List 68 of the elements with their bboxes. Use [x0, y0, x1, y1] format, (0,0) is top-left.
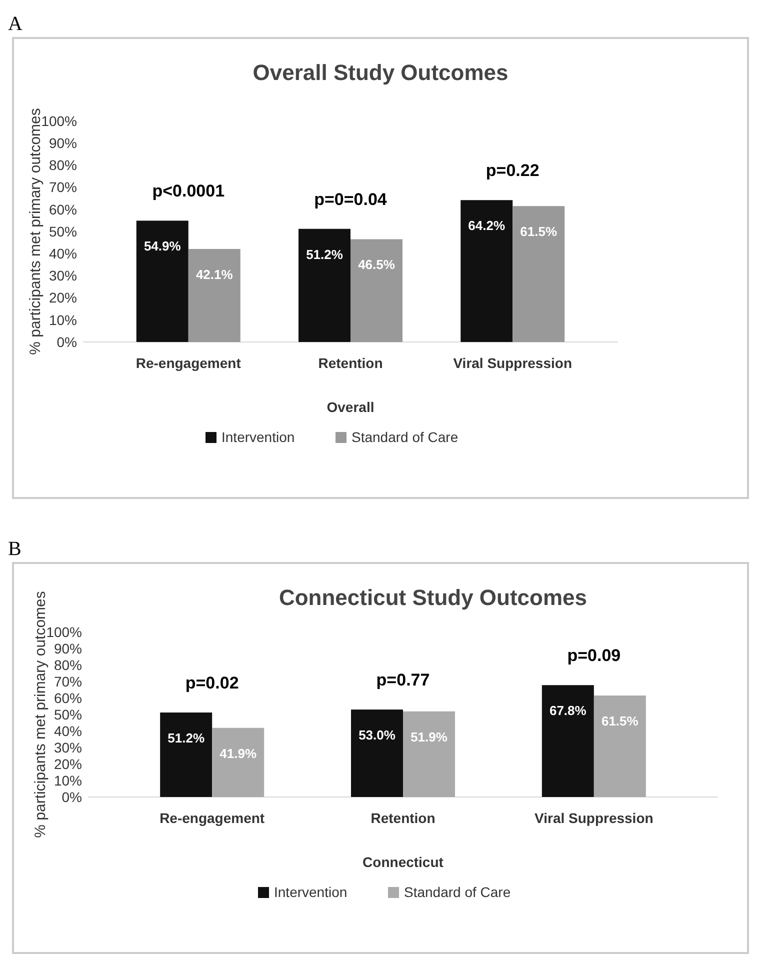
bar — [542, 685, 594, 797]
annotation: p=0=0.04 — [314, 190, 388, 209]
y-tick-label: 30% — [48, 268, 77, 284]
annotation: p<0.0001 — [152, 182, 225, 201]
text: A — [8, 13, 23, 35]
bar — [350, 239, 402, 342]
bar — [212, 728, 264, 797]
x-tick-label: Re-engagement — [160, 810, 265, 826]
data-label: 67.8% — [549, 703, 587, 718]
legend-label: Intervention — [274, 884, 348, 900]
bar — [298, 228, 350, 342]
bar — [403, 711, 455, 797]
bar — [188, 248, 240, 342]
x-tick-label: Viral Suppression — [534, 810, 654, 826]
chart-title: Overall Study Outcomes — [252, 60, 508, 85]
x-axis-title: Overall — [326, 399, 374, 415]
y-tick-label: 60% — [54, 690, 82, 706]
x-tick-label: Re-engagement — [136, 355, 242, 371]
data-label: 41.9% — [220, 746, 257, 761]
bar — [136, 220, 188, 342]
x-tick-label: Retention — [318, 355, 383, 371]
data-label: 51.2% — [306, 246, 344, 262]
y-tick-label: 60% — [48, 201, 77, 218]
annotation: p=0.02 — [185, 674, 239, 693]
x-tick-label: Retention — [370, 810, 436, 826]
bar — [160, 712, 212, 797]
y-tick-label: 40% — [54, 722, 82, 739]
data-label: 61.5% — [520, 224, 558, 240]
y-tick-label: 90% — [48, 135, 77, 151]
data-label: 53.0% — [358, 728, 396, 743]
y-tick-label: 0% — [62, 788, 82, 805]
y-tick-label: 20% — [48, 290, 77, 306]
data-label: 64.2% — [468, 218, 506, 234]
y-tick-label: 50% — [54, 706, 82, 722]
data-label: 51.9% — [410, 729, 448, 744]
y-tick-label: 40% — [48, 246, 77, 262]
y-tick-label: 80% — [48, 157, 77, 174]
chart-title: Connecticut Study Outcomes — [278, 585, 588, 610]
annotation: p=0.09 — [567, 646, 621, 666]
y-tick-label: 10% — [54, 772, 82, 788]
x-tick-label: Viral Suppression — [453, 355, 572, 371]
bar — [351, 710, 403, 797]
text: B — [8, 538, 22, 560]
y-tick-label: 70% — [48, 179, 77, 196]
data-label: 61.5% — [601, 714, 639, 729]
y-tick-label: 100% — [46, 624, 82, 640]
legend-label: Standard of Care — [352, 429, 458, 445]
y-tick-label: 20% — [54, 756, 82, 772]
bar — [460, 200, 513, 342]
bar — [512, 206, 565, 342]
data-label: 42.1% — [196, 266, 234, 282]
bar — [594, 696, 646, 797]
data-label: 54.9% — [144, 238, 182, 254]
y-tick-label: 30% — [54, 739, 82, 756]
legend-label: Intervention — [222, 429, 295, 445]
y-tick-label: 10% — [48, 312, 77, 328]
y-tick-label: 0% — [56, 334, 77, 350]
y-tick-label: 80% — [54, 656, 82, 673]
data-label: 51.2% — [168, 730, 205, 746]
y-tick-label: 70% — [54, 673, 82, 690]
data-label: 46.5% — [358, 257, 396, 272]
x-axis-title: Connecticut — [362, 854, 444, 870]
annotation: p=0.77 — [376, 670, 430, 690]
y-tick-label: 90% — [54, 640, 82, 656]
annotation: p=0.22 — [486, 161, 540, 180]
y-tick-label: 50% — [48, 223, 77, 240]
legend-label: Standard of Care — [404, 884, 511, 900]
y-tick-label: 100% — [41, 112, 77, 129]
